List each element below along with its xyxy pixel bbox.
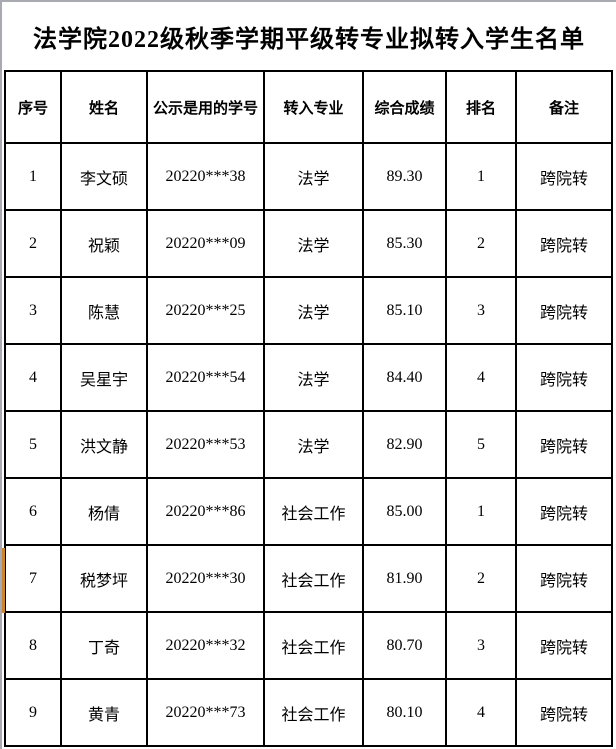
cell-score: 85.00: [362, 477, 447, 546]
cell-rank: 3: [445, 611, 517, 680]
row7-left-marker: [2, 548, 5, 613]
cell-student-id: 20220***25: [146, 276, 265, 345]
cell-remark: 跨院转: [515, 611, 613, 680]
cell-student-id: 20220***38: [146, 142, 265, 211]
table-row: 9 黄青 20220***73 社会工作 80.10 4 跨院转: [4, 678, 613, 747]
cell-name: 陈慧: [60, 276, 148, 345]
table-body: 1 李文硕 20220***38 法学 89.30 1 跨院转 2 祝颖 20220***09 法学…: [4, 142, 613, 747]
cell-index: 6: [4, 477, 62, 546]
table-row: 7 税梦坪 20220***30 社会工作 81.90 2 跨院转: [4, 544, 613, 613]
cell-name: 李文硕: [60, 142, 148, 211]
cell-rank: 4: [445, 678, 517, 747]
cell-remark: 跨院转: [515, 209, 613, 278]
column-header-major: 转入专业: [263, 70, 364, 144]
cell-score: 80.10: [362, 678, 447, 747]
cell-student-id: 20220***54: [146, 343, 265, 412]
header-row: 序号 姓名 公示是用的学号 转入专业 综合成绩 排名 备注: [4, 70, 613, 144]
cell-name: 杨倩: [60, 477, 148, 546]
column-header-score: 综合成绩: [362, 70, 447, 144]
cell-remark: 跨院转: [515, 410, 613, 479]
cell-index: 1: [4, 142, 62, 211]
table-header: 序号 姓名 公示是用的学号 转入专业 综合成绩 排名 备注: [4, 70, 613, 144]
cell-index: 5: [4, 410, 62, 479]
cell-rank: 2: [445, 544, 517, 613]
cell-index: 4: [4, 343, 62, 412]
cell-major: 法学: [263, 209, 364, 278]
cell-remark: 跨院转: [515, 276, 613, 345]
cell-major: 社会工作: [263, 678, 364, 747]
cell-index: 3: [4, 276, 62, 345]
cell-student-id: 20220***09: [146, 209, 265, 278]
table-row: 4 吴星宇 20220***54 法学 84.40 4 跨院转: [4, 343, 613, 412]
cell-score: 84.40: [362, 343, 447, 412]
cell-remark: 跨院转: [515, 343, 613, 412]
table-row: 2 祝颖 20220***09 法学 85.30 2 跨院转: [4, 209, 613, 278]
cell-name: 吴星宇: [60, 343, 148, 412]
page-title: 法学院2022级秋季学期平级转专业拟转入学生名单: [33, 26, 585, 53]
column-header-name: 姓名: [60, 70, 148, 144]
cell-student-id: 20220***53: [146, 410, 265, 479]
cell-remark: 跨院转: [515, 544, 613, 613]
cell-remark: 跨院转: [515, 678, 613, 747]
cell-student-id: 20220***86: [146, 477, 265, 546]
cell-index: 9: [4, 678, 62, 747]
cell-name: 祝颖: [60, 209, 148, 278]
cell-major: 法学: [263, 276, 364, 345]
cell-name: 税梦坪: [60, 544, 148, 613]
cell-rank: 1: [445, 142, 517, 211]
cell-score: 82.90: [362, 410, 447, 479]
column-header-remark: 备注: [515, 70, 613, 144]
cell-score: 89.30: [362, 142, 447, 211]
cell-index: 8: [4, 611, 62, 680]
cell-rank: 4: [445, 343, 517, 412]
cell-name: 丁奇: [60, 611, 148, 680]
column-header-student-id: 公示是用的学号: [146, 70, 265, 144]
cell-major: 社会工作: [263, 611, 364, 680]
cell-major: 法学: [263, 142, 364, 211]
cell-index: 2: [4, 209, 62, 278]
cell-score: 81.90: [362, 544, 447, 613]
cell-score: 85.10: [362, 276, 447, 345]
cell-score: 85.30: [362, 209, 447, 278]
cell-index: 7: [4, 544, 62, 613]
cell-remark: 跨院转: [515, 142, 613, 211]
student-roster-table: 序号 姓名 公示是用的学号 转入专业 综合成绩 排名 备注 1 李文硕 20220***38 法学…: [4, 70, 613, 747]
cell-score: 80.70: [362, 611, 447, 680]
cell-major: 社会工作: [263, 477, 364, 546]
table-row: 3 陈慧 20220***25 法学 85.10 3 跨院转: [4, 276, 613, 345]
table-row: 6 杨倩 20220***86 社会工作 85.00 1 跨院转: [4, 477, 613, 546]
table-row: 5 洪文静 20220***53 法学 82.90 5 跨院转: [4, 410, 613, 479]
cell-student-id: 20220***73: [146, 678, 265, 747]
cell-rank: 5: [445, 410, 517, 479]
cell-remark: 跨院转: [515, 477, 613, 546]
cell-student-id: 20220***30: [146, 544, 265, 613]
cell-rank: 1: [445, 477, 517, 546]
cell-major: 法学: [263, 410, 364, 479]
cell-major: 社会工作: [263, 544, 364, 613]
column-header-rank: 排名: [445, 70, 517, 144]
cell-major: 法学: [263, 343, 364, 412]
cell-name: 洪文静: [60, 410, 148, 479]
column-header-index: 序号: [4, 70, 62, 144]
table-row: 8 丁奇 20220***32 社会工作 80.70 3 跨院转: [4, 611, 613, 680]
cell-name: 黄青: [60, 678, 148, 747]
cell-student-id: 20220***32: [146, 611, 265, 680]
table-row: 1 李文硕 20220***38 法学 89.30 1 跨院转: [4, 142, 613, 211]
cell-rank: 2: [445, 209, 517, 278]
cell-rank: 3: [445, 276, 517, 345]
